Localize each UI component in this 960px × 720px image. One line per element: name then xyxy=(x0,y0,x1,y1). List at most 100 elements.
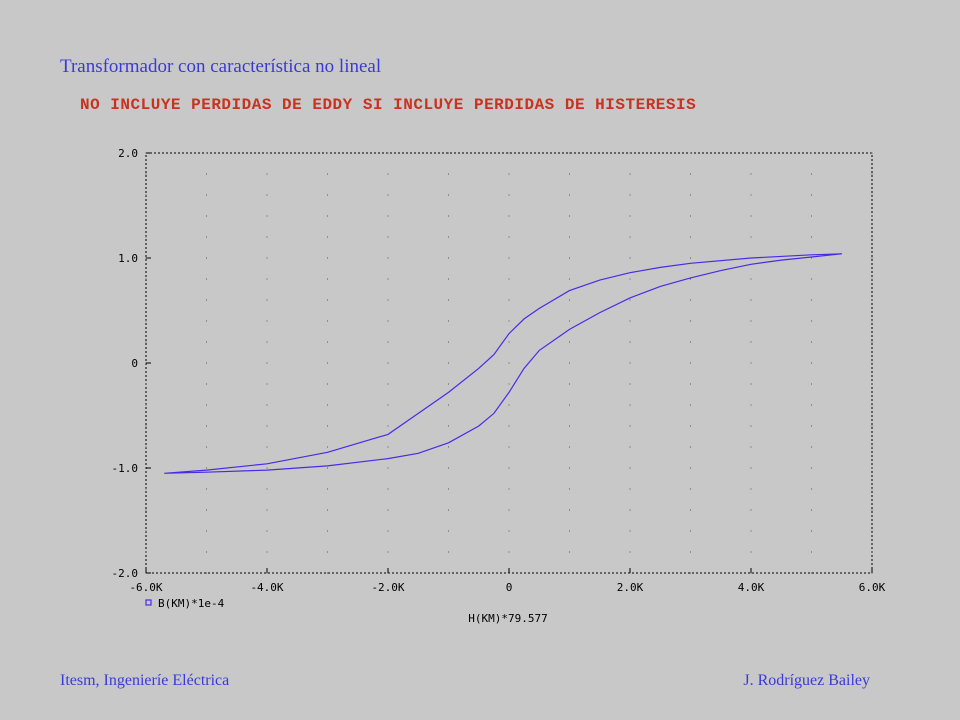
grid-dot xyxy=(387,446,389,448)
grid-dot xyxy=(145,509,147,511)
y-tick-label: -1.0 xyxy=(112,462,139,475)
grid-dot xyxy=(387,425,389,427)
grid-dot xyxy=(811,509,812,511)
grid-dot xyxy=(387,194,389,196)
grid-dot xyxy=(690,572,691,574)
grid-dot xyxy=(811,362,812,364)
grid-dot xyxy=(448,320,449,322)
grid-dot xyxy=(569,551,570,553)
grid-dot xyxy=(811,425,812,427)
grid-dot xyxy=(448,551,449,553)
grid-dot xyxy=(206,488,207,490)
grid-dot xyxy=(629,257,631,259)
grid-dot xyxy=(387,152,389,154)
grid-dot xyxy=(206,425,207,427)
grid-dot xyxy=(629,509,631,511)
grid-dot xyxy=(690,488,691,490)
grid-dot xyxy=(266,446,268,448)
grid-dot xyxy=(871,173,873,175)
grid-dot xyxy=(327,509,328,511)
grid-dot xyxy=(690,341,691,343)
grid-dot xyxy=(690,299,691,301)
grid-dot xyxy=(871,215,873,217)
y-tick-label: 1.0 xyxy=(118,252,138,265)
grid-dot xyxy=(448,236,449,238)
x-tick-label: -4.0K xyxy=(250,581,283,594)
grid-dot xyxy=(569,530,570,532)
grid-dot xyxy=(690,467,691,469)
grid-dot xyxy=(811,488,812,490)
grid-dot xyxy=(448,173,449,175)
grid-dot xyxy=(871,551,873,553)
x-tick-label: -6.0K xyxy=(129,581,162,594)
grid-dot xyxy=(569,467,570,469)
grid-dot xyxy=(569,446,570,448)
grid-dot xyxy=(387,467,389,469)
grid-dot xyxy=(750,341,752,343)
grid-dot xyxy=(629,236,631,238)
grid-dot xyxy=(811,467,812,469)
grid-dot xyxy=(387,320,389,322)
grid-dot xyxy=(569,152,570,154)
grid-dot xyxy=(811,383,812,385)
grid-dot xyxy=(387,236,389,238)
grid-dot xyxy=(569,299,570,301)
grid-dot xyxy=(387,404,389,406)
grid-dot xyxy=(871,194,873,196)
grid-dot xyxy=(690,215,691,217)
grid-dot xyxy=(145,488,147,490)
grid-dot xyxy=(206,257,207,259)
grid-dot xyxy=(387,551,389,553)
grid-dot xyxy=(629,383,631,385)
grid-dot xyxy=(508,551,510,553)
grid-dot xyxy=(266,404,268,406)
grid-dot xyxy=(690,278,691,280)
grid-dot xyxy=(750,173,752,175)
grid-dot xyxy=(327,467,328,469)
grid-dot xyxy=(206,446,207,448)
grid-dot xyxy=(206,278,207,280)
grid-dot xyxy=(750,509,752,511)
grid-dot xyxy=(448,278,449,280)
grid-dot xyxy=(750,236,752,238)
grid-dot xyxy=(206,509,207,511)
grid-dot xyxy=(569,425,570,427)
grid-dot xyxy=(629,404,631,406)
grid-dot xyxy=(327,194,328,196)
grid-dot xyxy=(750,446,752,448)
grid-dot xyxy=(871,257,873,259)
grid-dot xyxy=(811,404,812,406)
grid-dot xyxy=(266,425,268,427)
grid-dot xyxy=(690,320,691,322)
grid-dot xyxy=(811,572,812,574)
grid-dot xyxy=(448,530,449,532)
grid-dot xyxy=(811,551,812,553)
grid-dot xyxy=(508,173,510,175)
grid-dot xyxy=(206,383,207,385)
grid-dot xyxy=(690,509,691,511)
grid-dot xyxy=(871,341,873,343)
grid-dot xyxy=(750,467,752,469)
grid-dot xyxy=(448,404,449,406)
grid-dot xyxy=(569,404,570,406)
grid-dot xyxy=(690,425,691,427)
grid-dot xyxy=(145,404,147,406)
grid-dot xyxy=(448,299,449,301)
grid-dot xyxy=(871,404,873,406)
grid-dot xyxy=(327,341,328,343)
grid-dot xyxy=(508,257,510,259)
grid-dot xyxy=(750,278,752,280)
grid-dot xyxy=(569,257,570,259)
grid-dot xyxy=(387,383,389,385)
grid-dot xyxy=(750,299,752,301)
grid-dot xyxy=(569,320,570,322)
grid-dot xyxy=(266,551,268,553)
grid-dot xyxy=(508,530,510,532)
grid-dot xyxy=(387,173,389,175)
grid-dot xyxy=(327,362,328,364)
grid-dot xyxy=(266,509,268,511)
grid-dot xyxy=(629,341,631,343)
grid-dot xyxy=(145,383,147,385)
grid-dot xyxy=(690,194,691,196)
grid-dot xyxy=(327,215,328,217)
